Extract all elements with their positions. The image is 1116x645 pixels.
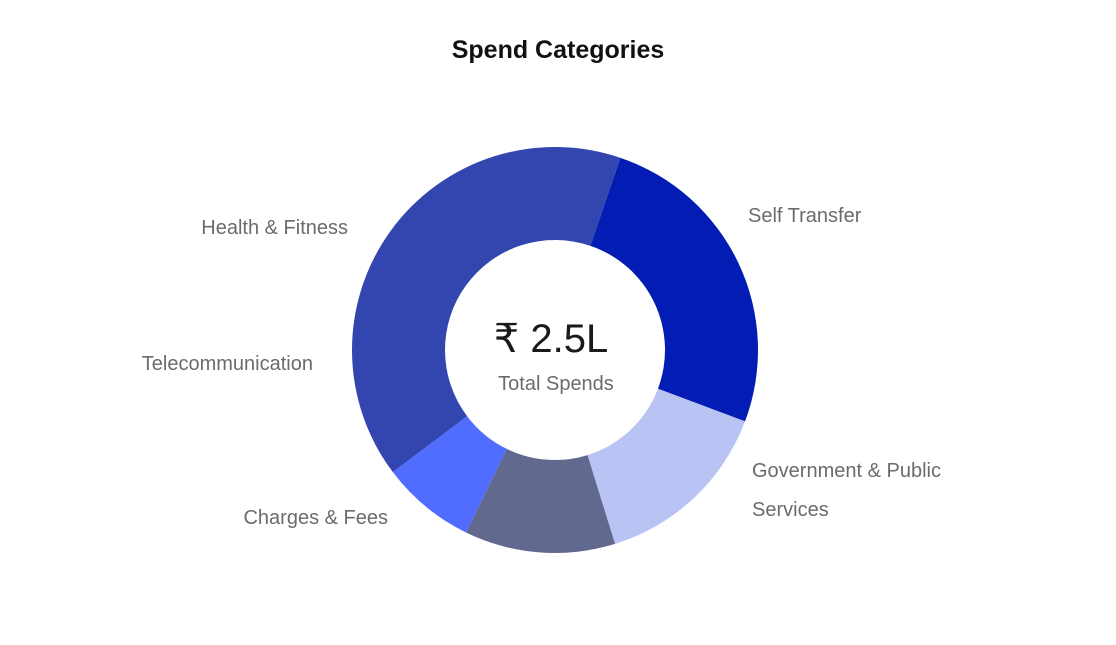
slice-self-transfer[interactable]: [352, 147, 621, 473]
label-self-transfer: Self Transfer: [748, 205, 862, 227]
labels-group: Self Transfer Government & Public Services…: [142, 205, 941, 529]
slices-group: [352, 147, 758, 553]
slice-telecommunication[interactable]: [466, 448, 616, 553]
label-charges-and-fees: Charges & Fees: [243, 507, 388, 529]
label-government-and-public-services: Government & Public Services: [752, 460, 941, 521]
label-telecommunication: Telecommunication: [142, 353, 313, 375]
label-health-and-fitness: Health & Fitness: [201, 217, 348, 239]
slice-charges-and-fees[interactable]: [587, 388, 746, 544]
center-total-label: Total Spends: [498, 373, 614, 395]
chart-title: Spend Categories: [451, 36, 665, 64]
slice-government-and-public-services[interactable]: [590, 157, 758, 422]
center-total-value: ₹ 2.5L: [494, 317, 608, 361]
slice-health-and-fitness[interactable]: [392, 416, 507, 533]
